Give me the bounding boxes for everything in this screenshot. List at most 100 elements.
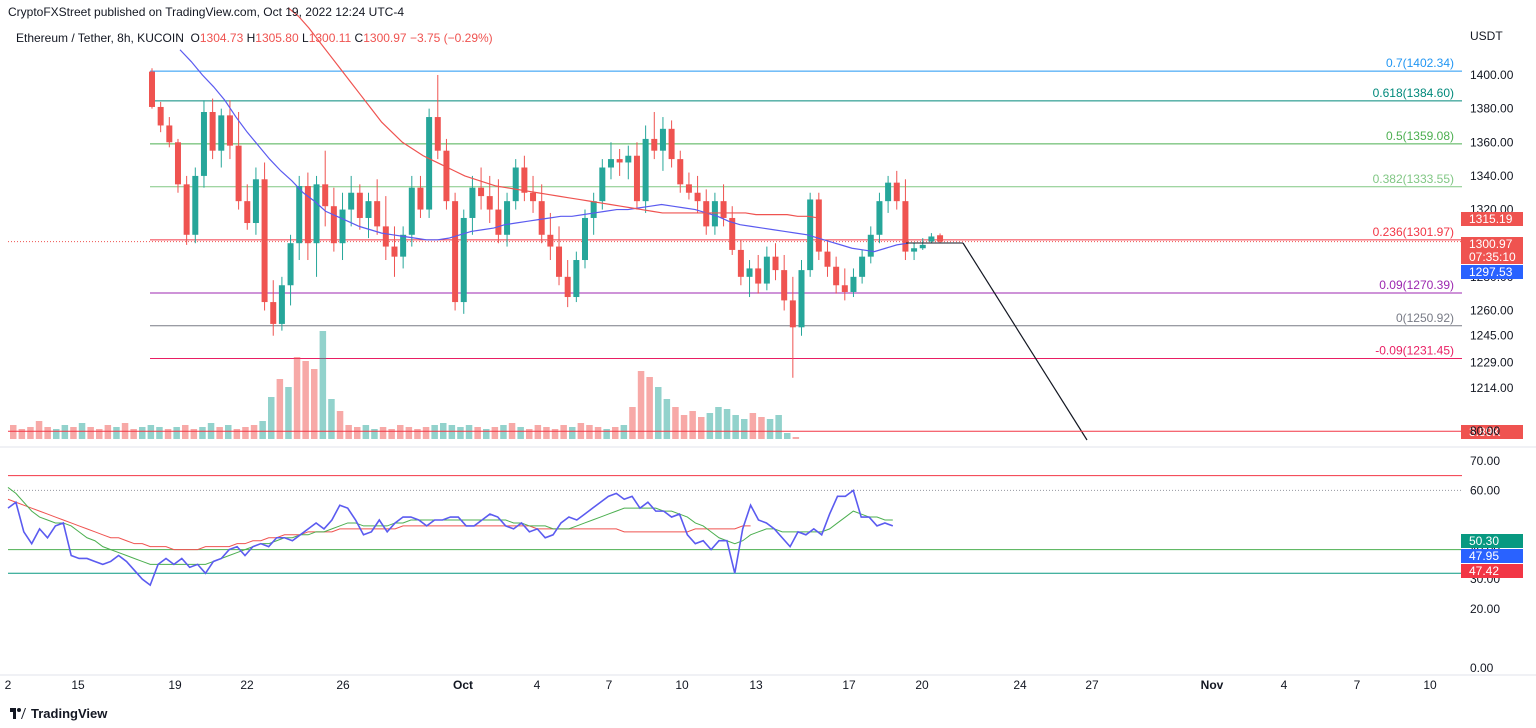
volume-bar bbox=[723, 409, 731, 439]
volume-bar bbox=[758, 417, 765, 439]
candle-body bbox=[339, 209, 346, 244]
high-label: H bbox=[246, 31, 256, 45]
candle-body bbox=[651, 138, 658, 151]
volume-bar bbox=[569, 427, 576, 439]
fib-level-label: 0.5(1359.08) bbox=[1386, 129, 1454, 143]
time-axis-tick: 27 bbox=[1085, 678, 1099, 692]
candle-body bbox=[252, 179, 259, 224]
price-axis-tick: 1380.00 bbox=[1470, 102, 1514, 116]
high-value: 1305.80 bbox=[255, 31, 299, 45]
volume-bar bbox=[371, 429, 378, 439]
volume-bar bbox=[422, 427, 430, 439]
price-tag bbox=[1461, 425, 1523, 439]
volume-bar bbox=[139, 427, 146, 439]
volume-bar bbox=[276, 379, 284, 439]
volume-bar bbox=[104, 425, 112, 439]
candle-body bbox=[486, 196, 493, 210]
volume-bar bbox=[551, 429, 559, 439]
volume-bar bbox=[328, 399, 335, 439]
volume-bar bbox=[285, 387, 292, 439]
volume-bar bbox=[483, 429, 490, 439]
time-axis-tick: 17 bbox=[842, 678, 856, 692]
candle-body bbox=[391, 246, 398, 257]
rsi-pane[interactable] bbox=[7, 430, 1462, 587]
candle-body bbox=[356, 192, 363, 218]
volume-bar bbox=[629, 407, 636, 439]
volume-bar bbox=[663, 399, 671, 439]
candle-body bbox=[547, 234, 554, 247]
candle-body bbox=[287, 243, 294, 286]
volume-bar bbox=[156, 427, 163, 439]
candle-body bbox=[200, 112, 207, 176]
volume-bar bbox=[319, 331, 327, 439]
volume-bar bbox=[534, 425, 542, 439]
candle-body bbox=[893, 182, 900, 202]
price-pane[interactable]: 0.7(1402.34) 0.618(1384.60) 0.5(1359.08) 0.… bbox=[8, 7, 1462, 441]
volume-bar bbox=[233, 429, 241, 439]
open-value: 1304.73 bbox=[199, 31, 244, 45]
volume-bar bbox=[336, 411, 344, 439]
volume-bar bbox=[741, 419, 748, 439]
volume-bar bbox=[689, 411, 696, 439]
time-axis-tick: Nov bbox=[1201, 678, 1224, 692]
candle-body bbox=[304, 186, 311, 244]
volume-bar bbox=[242, 427, 249, 439]
candle-body bbox=[192, 175, 199, 235]
volume-bar bbox=[594, 427, 602, 439]
volume-bar bbox=[766, 419, 774, 439]
price-axis-tick: 1360.00 bbox=[1470, 135, 1514, 149]
candle-body bbox=[833, 266, 840, 286]
publisher-info: CryptoFXStreet published on TradingView.… bbox=[8, 5, 404, 19]
volume-bar bbox=[44, 427, 51, 439]
candle-body bbox=[382, 226, 389, 247]
volume-bar bbox=[405, 427, 413, 439]
price-tag-label: 1300.97 bbox=[1469, 237, 1513, 251]
time-axis-tick: 24 bbox=[1013, 678, 1027, 692]
candle-body bbox=[711, 201, 718, 227]
rsi-value-tag-label: 47.42 bbox=[1469, 564, 1499, 578]
candle-body bbox=[659, 128, 666, 151]
volume-bar bbox=[431, 425, 438, 439]
volume-bar bbox=[491, 427, 499, 439]
time-axis-tick: Oct bbox=[453, 678, 473, 692]
volume-bar bbox=[646, 377, 653, 439]
price-axis-tick: 1340.00 bbox=[1470, 169, 1514, 183]
rsi-axis-tick: 0.00 bbox=[1470, 661, 1494, 675]
volume-bar bbox=[250, 425, 258, 439]
rsi-value-tag bbox=[1461, 549, 1523, 563]
candle-body bbox=[625, 155, 632, 163]
tradingview-logo[interactable]: TradingView bbox=[10, 706, 107, 721]
fib-level-label: 0.618(1384.60) bbox=[1373, 86, 1454, 100]
symbol-title[interactable]: Ethereum / Tether, 8h, KUCOIN bbox=[16, 31, 184, 45]
axes: 1400.001380.001360.001340.001320.001280.… bbox=[5, 29, 1523, 692]
candle-body bbox=[556, 246, 563, 277]
candle-body bbox=[867, 234, 874, 257]
close-value: 1300.97 bbox=[363, 31, 407, 45]
candle-body bbox=[755, 268, 762, 284]
candle-body bbox=[599, 167, 606, 202]
volume-bar bbox=[706, 413, 714, 439]
candle-body bbox=[261, 179, 268, 303]
candle-body bbox=[876, 201, 883, 235]
trend-projection-line bbox=[962, 242, 1088, 441]
candle-body bbox=[685, 184, 692, 193]
candle-body bbox=[313, 184, 320, 244]
candle-body bbox=[530, 192, 537, 202]
candle-body bbox=[469, 187, 476, 218]
candle-body bbox=[824, 251, 831, 267]
volume-bar bbox=[637, 371, 645, 439]
volume-bar bbox=[225, 425, 232, 439]
candle-body bbox=[885, 182, 892, 202]
volume-bar bbox=[792, 437, 800, 439]
volume-bar bbox=[775, 415, 782, 439]
moving-average-fast-line bbox=[179, 49, 909, 253]
candle-body bbox=[590, 201, 597, 218]
time-axis-tick: 10 bbox=[675, 678, 689, 692]
volume-bar bbox=[70, 427, 77, 439]
volume-bar bbox=[457, 427, 464, 439]
volume-bar bbox=[302, 361, 309, 439]
candle-body bbox=[434, 117, 441, 151]
candle-body bbox=[911, 248, 918, 252]
candle-body bbox=[573, 260, 580, 298]
